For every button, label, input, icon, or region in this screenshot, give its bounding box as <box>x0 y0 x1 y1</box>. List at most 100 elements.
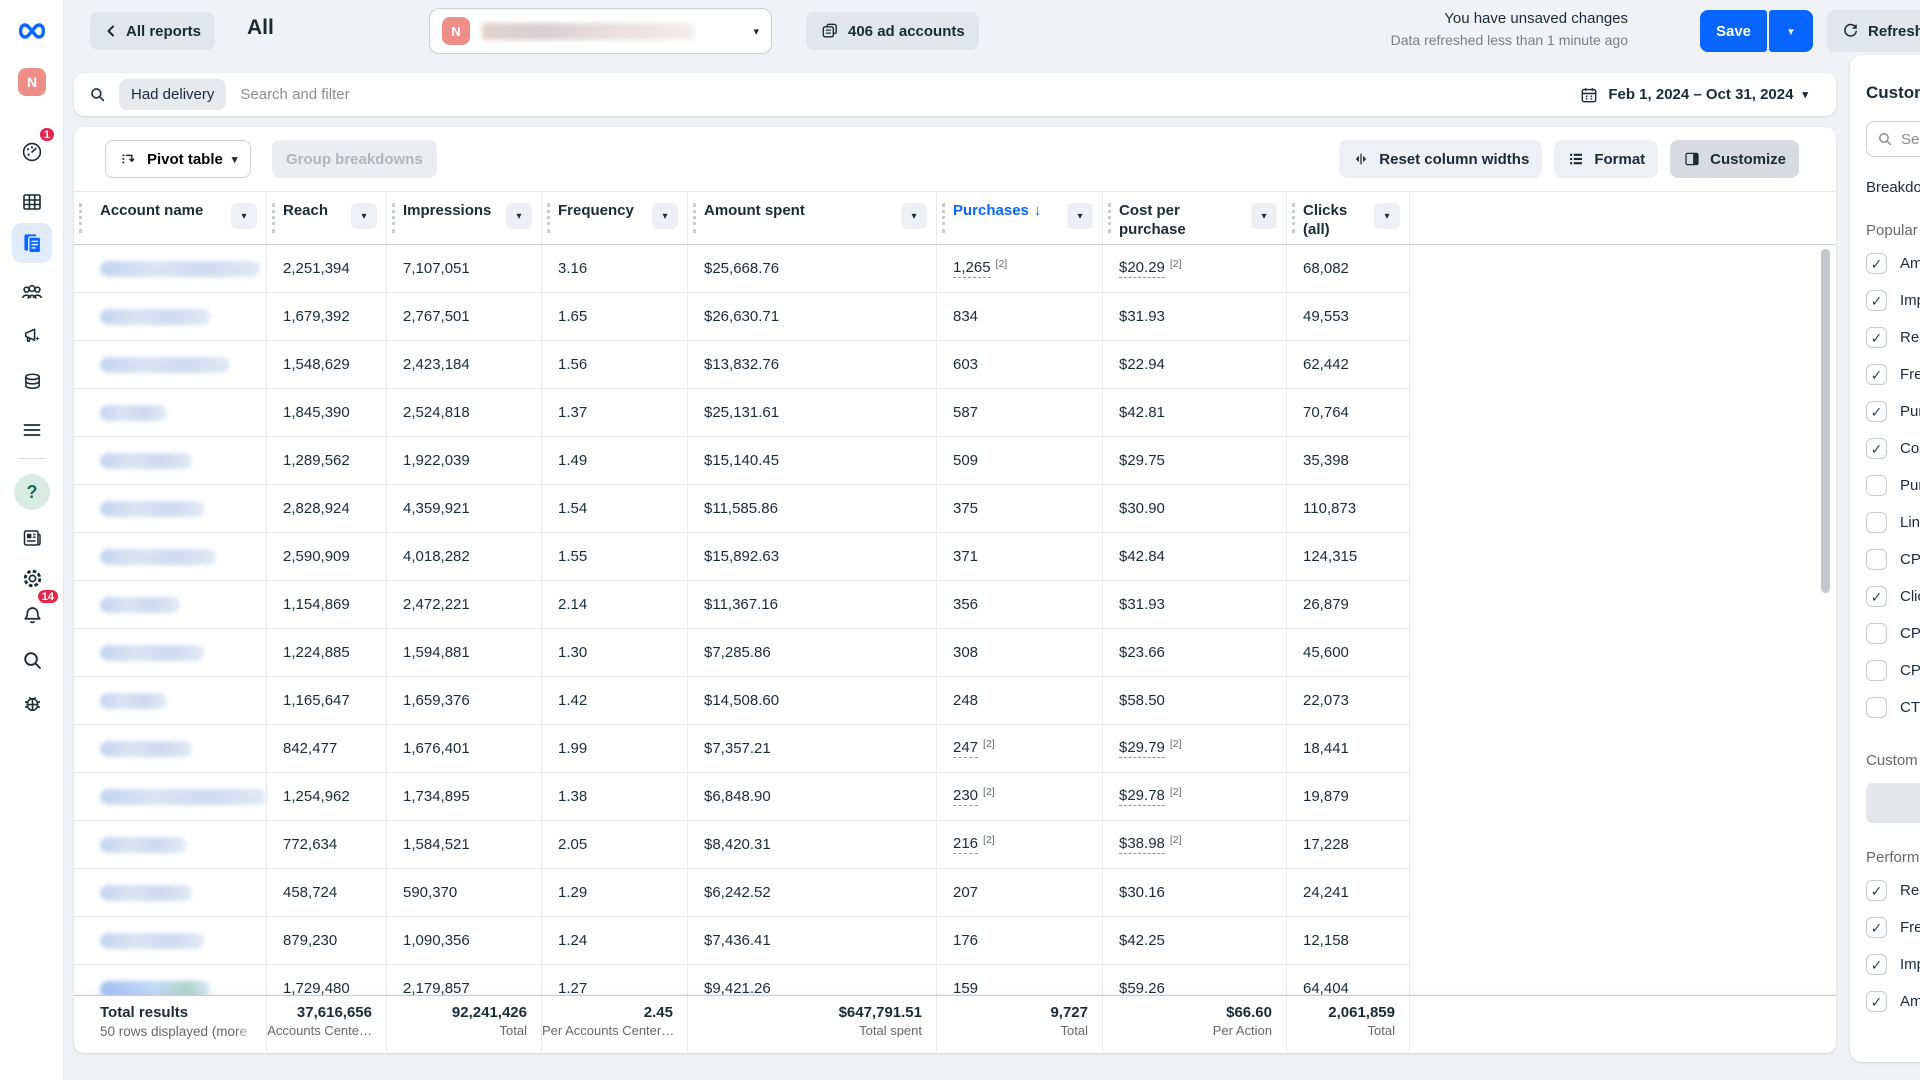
metric-checkbox-item[interactable]: CPC (all) <box>1866 615 1920 652</box>
checkbox[interactable]: ✓ <box>1866 880 1887 901</box>
account-name-cell[interactable] <box>74 533 267 581</box>
cost-per-purchase-value[interactable]: $38.98 <box>1119 835 1165 854</box>
metric-checkbox-item[interactable]: Purchase ROAS <box>1866 467 1920 504</box>
column-menu-caret[interactable]: ▾ <box>231 203 257 229</box>
cost-per-purchase-value[interactable]: $59.26 <box>1119 980 1165 995</box>
checkbox[interactable] <box>1866 660 1887 681</box>
metric-checkbox-item[interactable]: ✓ Amount spent <box>1866 245 1920 282</box>
checkbox[interactable] <box>1866 475 1887 496</box>
account-name-cell[interactable] <box>74 821 267 869</box>
meta-logo-icon[interactable] <box>15 14 49 48</box>
had-delivery-filter-chip[interactable]: Had delivery <box>119 79 226 110</box>
column-header-amount-spent[interactable]: Amount spent ▾ <box>688 192 937 244</box>
column-header-clicks-all[interactable]: Clicks (all) ▾ <box>1287 192 1410 244</box>
column-menu-caret[interactable]: ▾ <box>1067 203 1093 229</box>
metric-checkbox-item[interactable]: ✓ Frequency <box>1866 909 1920 946</box>
purchases-value[interactable]: 247 <box>953 739 978 758</box>
account-name-cell[interactable] <box>74 677 267 725</box>
ad-accounts-count-button[interactable]: 406 ad accounts <box>806 12 979 50</box>
cost-per-purchase-value[interactable]: $42.81 <box>1119 404 1165 421</box>
account-name-cell[interactable] <box>74 869 267 917</box>
column-header-reach[interactable]: Reach ▾ <box>267 192 387 244</box>
column-header-frequency[interactable]: Frequency ▾ <box>542 192 688 244</box>
user-avatar[interactable]: N <box>18 68 46 96</box>
drag-handle-icon[interactable] <box>693 203 696 233</box>
purchases-value[interactable]: 356 <box>953 596 978 613</box>
account-name-cell[interactable] <box>74 581 267 629</box>
report-bug-icon[interactable] <box>12 683 52 723</box>
account-name-cell[interactable] <box>74 917 267 965</box>
cost-per-purchase-value[interactable]: $30.16 <box>1119 884 1165 901</box>
metric-checkbox-item[interactable]: ✓ Purchases <box>1866 393 1920 430</box>
news-updates-icon[interactable] <box>12 518 52 558</box>
notifications-bell-icon[interactable]: 14 <box>12 595 52 635</box>
drag-handle-icon[interactable] <box>1292 203 1295 233</box>
cost-per-purchase-value[interactable]: $29.79 <box>1119 739 1165 758</box>
vertical-scrollbar-thumb[interactable] <box>1821 249 1830 593</box>
purchases-value[interactable]: 308 <box>953 644 978 661</box>
checkbox[interactable]: ✓ <box>1866 586 1887 607</box>
drag-handle-icon[interactable] <box>272 203 275 233</box>
help-icon[interactable]: ? <box>12 472 52 512</box>
column-menu-caret[interactable]: ▾ <box>901 203 927 229</box>
metric-checkbox-item[interactable]: CPC (cost per link click) <box>1866 541 1920 578</box>
purchases-value[interactable]: 834 <box>953 308 978 325</box>
checkbox[interactable]: ✓ <box>1866 290 1887 311</box>
column-header-purchases-sorted[interactable]: Purchases↓ ▾ <box>937 192 1103 244</box>
cost-per-purchase-value[interactable]: $20.29 <box>1119 259 1165 278</box>
cost-per-purchase-value[interactable]: $31.93 <box>1119 308 1165 325</box>
search-and-filter-input[interactable] <box>240 86 1579 103</box>
column-header-cost-per-purchase[interactable]: Cost per purchase ▾ <box>1103 192 1287 244</box>
purchases-value[interactable]: 509 <box>953 452 978 469</box>
purchases-value[interactable]: 216 <box>953 835 978 854</box>
account-name-cell[interactable] <box>74 629 267 677</box>
metric-checkbox-item[interactable]: ✓ Impressions <box>1866 282 1920 319</box>
reset-column-widths-button[interactable]: Reset column widths <box>1339 140 1542 178</box>
reference-note[interactable]: [2] <box>983 739 995 750</box>
purchases-value[interactable]: 248 <box>953 692 978 709</box>
checkbox[interactable]: ✓ <box>1866 991 1887 1012</box>
purchases-value[interactable]: 159 <box>953 980 978 995</box>
checkbox[interactable]: ✓ <box>1866 438 1887 459</box>
refresh-button[interactable]: Refresh <box>1827 10 1920 52</box>
metric-checkbox-item[interactable]: CPM (cost per 1,000 impressions) <box>1866 652 1920 689</box>
column-menu-caret[interactable]: ▾ <box>1251 203 1277 229</box>
save-options-caret-button[interactable]: ▾ <box>1769 10 1813 52</box>
cost-per-purchase-value[interactable]: $22.94 <box>1119 356 1165 373</box>
checkbox[interactable]: ✓ <box>1866 327 1887 348</box>
metric-checkbox-item[interactable]: ✓ Clicks (all) <box>1866 578 1920 615</box>
account-name-cell[interactable] <box>74 437 267 485</box>
cost-per-purchase-value[interactable]: $42.25 <box>1119 932 1165 949</box>
purchases-value[interactable]: 603 <box>953 356 978 373</box>
advertise-megaphone-icon[interactable] <box>12 315 52 355</box>
metric-checkbox-item[interactable]: ✓ Impressions <box>1866 946 1920 983</box>
account-name-cell[interactable] <box>74 341 267 389</box>
metric-checkbox-item[interactable]: ✓ Frequency <box>1866 356 1920 393</box>
drag-handle-icon[interactable] <box>392 203 395 233</box>
checkbox[interactable] <box>1866 512 1887 533</box>
checkbox[interactable]: ✓ <box>1866 253 1887 274</box>
drag-handle-icon[interactable] <box>942 203 945 233</box>
checkbox[interactable]: ✓ <box>1866 401 1887 422</box>
purchases-value[interactable]: 230 <box>953 787 978 806</box>
pivot-table-dropdown[interactable]: Pivot table ▾ <box>105 140 251 178</box>
column-header-impressions[interactable]: Impressions ▾ <box>387 192 542 244</box>
purchases-value[interactable]: 375 <box>953 500 978 517</box>
reference-note[interactable]: [2] <box>1170 835 1182 846</box>
metric-checkbox-item[interactable]: CTR (link click-through rate) <box>1866 689 1920 726</box>
ads-reporting-icon[interactable] <box>12 223 52 263</box>
account-name-cell[interactable] <box>74 773 267 821</box>
checkbox[interactable]: ✓ <box>1866 364 1887 385</box>
reference-note[interactable]: [2] <box>1170 739 1182 750</box>
checkbox[interactable] <box>1866 623 1887 644</box>
drag-handle-icon[interactable] <box>547 203 550 233</box>
purchases-value[interactable]: 176 <box>953 932 978 949</box>
cost-per-purchase-value[interactable]: $42.84 <box>1119 548 1165 565</box>
column-header-account-name[interactable]: Account name ▾ <box>74 192 267 244</box>
metric-checkbox-item[interactable]: ✓ Reach <box>1866 872 1920 909</box>
metric-checkbox-item[interactable]: Link clicks <box>1866 504 1920 541</box>
cost-per-purchase-value[interactable]: $23.66 <box>1119 644 1165 661</box>
purchases-value[interactable]: 1,265 <box>953 259 991 278</box>
column-menu-caret[interactable]: ▾ <box>1374 203 1400 229</box>
billing-coins-icon[interactable] <box>12 362 52 402</box>
